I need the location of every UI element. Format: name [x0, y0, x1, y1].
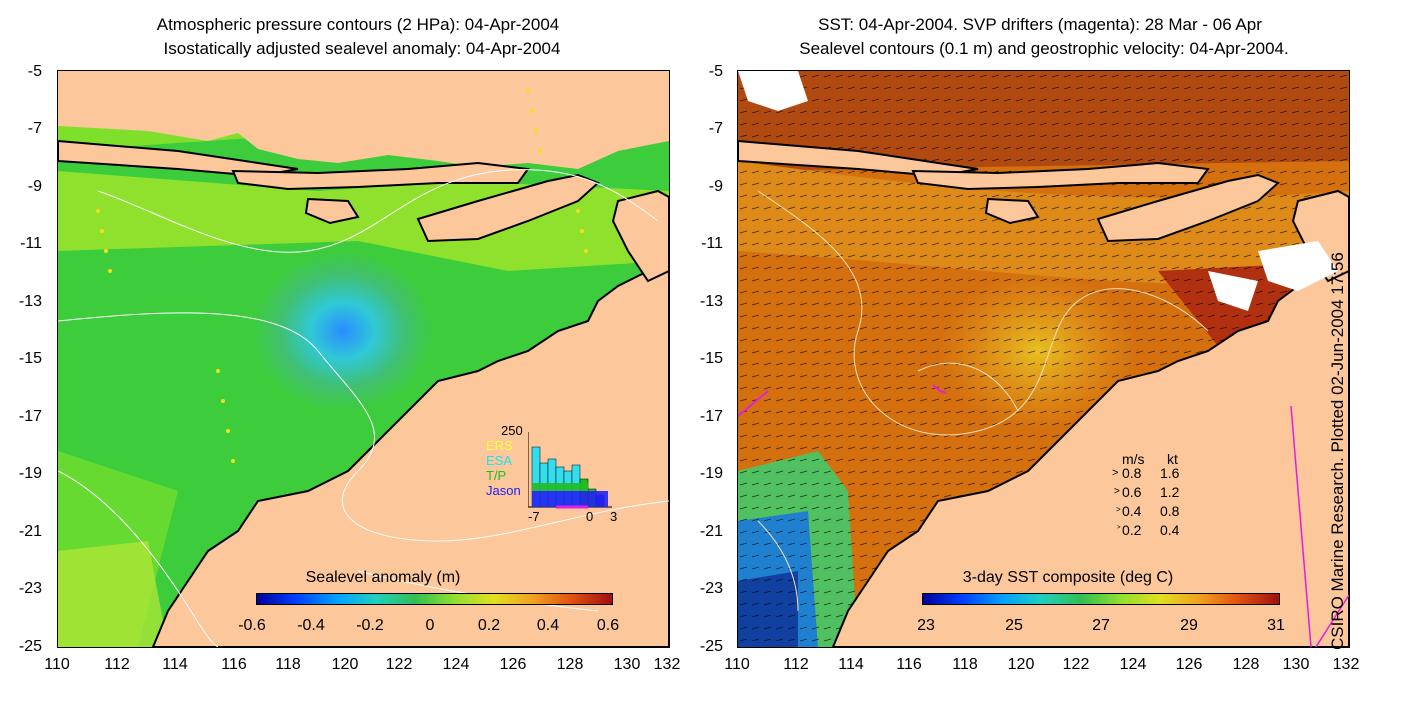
left-title-line2: Isostatically adjusted sealevel anomaly:… [163, 39, 561, 58]
left-inset-histogram [528, 432, 612, 509]
right-xtick: 126 [1175, 656, 1203, 673]
inset-xtick-left: -7 [528, 509, 540, 524]
inset-ymax-label: 250 [501, 423, 523, 438]
right-xtick: 112 [783, 656, 809, 673]
left-map-graphic [58, 71, 669, 647]
left-ytick: -5 [27, 63, 42, 80]
velocity-arrow-icon: > [1112, 467, 1119, 479]
velocity-row-kt: 1.2 [1160, 484, 1180, 500]
right-title-line1: SST: 04-Apr-2004. SVP drifters (magenta)… [818, 15, 1262, 34]
velocity-row-ms: 0.4 [1122, 503, 1142, 519]
inset-xtick-mid: 0 [586, 509, 594, 524]
right-xtick: 110 [724, 656, 750, 673]
left-ytick: -25 [18, 638, 42, 655]
right-ytick: -21 [699, 523, 723, 540]
left-ytick: -21 [18, 523, 42, 540]
velocity-row-kt: 1.6 [1160, 465, 1180, 481]
velocity-row-ms: 0.6 [1122, 484, 1142, 500]
left-xtick: 130 [613, 656, 641, 673]
right-xtick: 116 [896, 656, 922, 673]
left-xtick: 118 [275, 656, 301, 673]
left-cb-tick-2: -0.2 [356, 617, 384, 634]
right-cb-tick-1: 25 [1005, 617, 1023, 634]
right-xtick: 130 [1282, 656, 1310, 673]
credit-side-label: CSIRO Marine Research. Plotted 02-Jun-20… [1328, 252, 1347, 650]
left-xtick: 132 [653, 656, 681, 673]
right-title-line2: Sealevel contours (0.1 m) and geostrophi… [799, 39, 1289, 58]
left-cb-tick-4: 0.2 [477, 617, 501, 634]
right-ytick: -7 [708, 120, 723, 137]
right-ytick: -9 [708, 178, 723, 195]
left-xtick: 126 [499, 656, 527, 673]
right-ytick: -15 [699, 350, 723, 367]
left-xtick: 114 [162, 656, 188, 673]
right-ytick: -23 [699, 580, 723, 597]
velocity-row-ms: 0.8 [1122, 465, 1142, 481]
left-cb-tick-3: 0 [425, 617, 435, 634]
right-cb-tick-2: 27 [1092, 617, 1110, 634]
left-xtick: 112 [104, 656, 130, 673]
right-xtick: 118 [952, 656, 978, 673]
right-map-graphic [738, 71, 1349, 647]
velocity-arrow-icon: > [1116, 505, 1121, 514]
inset-legend-jason: Jason [486, 483, 521, 498]
left-ytick: -23 [18, 580, 42, 597]
right-ytick: -17 [699, 408, 723, 425]
left-colorbar-title: Sealevel anomaly (m) [305, 569, 461, 586]
inset-xtick-right: 3 [610, 509, 618, 524]
right-cb-tick-3: 29 [1180, 617, 1198, 634]
right-ytick: -25 [699, 638, 723, 655]
left-xtick: 120 [331, 656, 359, 673]
left-ytick: -9 [27, 178, 42, 195]
velocity-header-ms: m/s [1122, 451, 1145, 467]
right-ytick: -19 [699, 465, 723, 482]
right-xtick: 122 [1062, 656, 1090, 673]
right-colorbar [922, 593, 1280, 605]
left-xtick: 128 [556, 656, 584, 673]
left-ytick: -11 [20, 235, 42, 252]
right-ytick: -11 [701, 235, 723, 252]
right-cb-tick-0: 23 [917, 617, 935, 634]
right-xtick: 124 [1119, 656, 1147, 673]
right-xtick: 132 [1332, 656, 1360, 673]
right-xtick: 120 [1007, 656, 1035, 673]
left-ytick: -15 [18, 350, 42, 367]
left-map-panel: 250 ERS ESA T/P Jason -7 0 3 Sealevel an… [57, 70, 670, 648]
right-xtick: 114 [838, 656, 864, 673]
velocity-row-kt: 0.8 [1160, 503, 1180, 519]
left-cb-tick-0: -0.6 [238, 617, 266, 634]
left-cb-tick-6: 0.6 [596, 617, 620, 634]
left-cb-tick-1: -0.4 [297, 617, 325, 634]
velocity-row-kt: 0.4 [1160, 522, 1180, 538]
velocity-header-kt: kt [1167, 451, 1178, 467]
left-ytick: -13 [18, 293, 42, 310]
left-ytick: -17 [18, 408, 42, 425]
left-ytick: -7 [27, 120, 42, 137]
right-ytick: -5 [708, 63, 723, 80]
left-colorbar [256, 593, 613, 605]
inset-legend-esa: ESA [486, 453, 513, 468]
inset-legend-tp: T/P [486, 468, 507, 483]
velocity-arrow-icon: > [1117, 525, 1121, 531]
left-xtick: 124 [442, 656, 470, 673]
left-ytick: -19 [18, 465, 42, 482]
left-cb-tick-5: 0.4 [536, 617, 560, 634]
right-xtick: 128 [1232, 656, 1260, 673]
left-xtick: 116 [221, 656, 247, 673]
left-xtick: 110 [44, 656, 70, 673]
right-colorbar-title: 3-day SST composite (deg C) [962, 569, 1174, 586]
velocity-row-ms: 0.2 [1122, 522, 1142, 538]
right-cb-tick-4: 31 [1267, 617, 1285, 634]
left-title-line1: Atmospheric pressure contours (2 HPa): 0… [156, 15, 560, 34]
inset-legend-ers: ERS [486, 438, 513, 453]
right-ytick: -13 [699, 293, 723, 310]
right-map-panel: m/s kt > 0.8 1.6 > 0.6 1.2 > 0.4 0.8 > 0… [737, 70, 1350, 648]
velocity-arrow-icon: > [1114, 486, 1120, 497]
left-xtick: 122 [385, 656, 413, 673]
